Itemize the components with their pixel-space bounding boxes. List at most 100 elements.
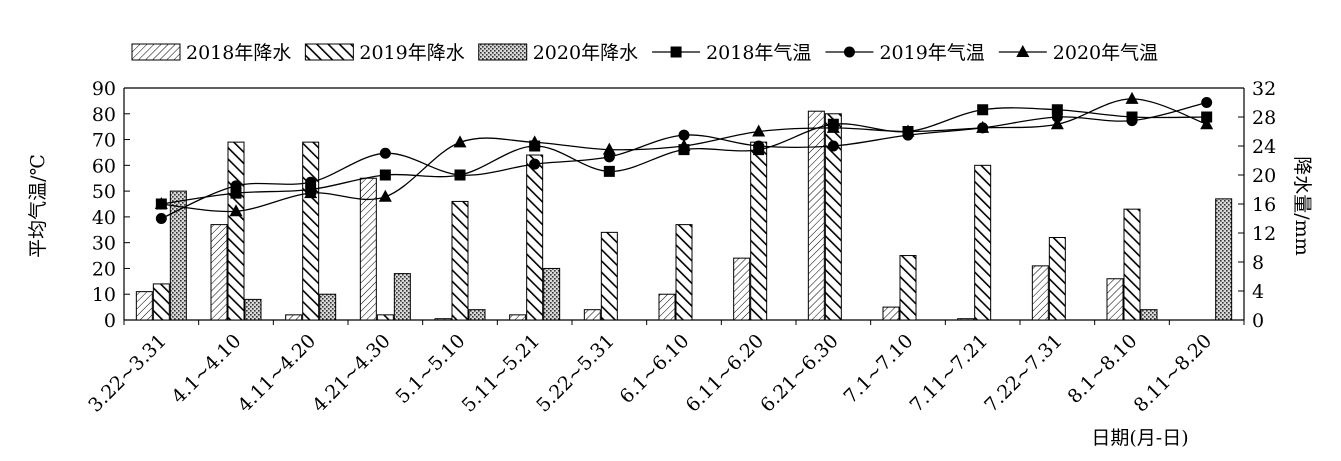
point-2020年气温-4.11~4.20 (304, 186, 318, 199)
x-axis-label: 日期(月-日) (1091, 427, 1188, 449)
point-2019年气温-4.11~4.20 (305, 176, 317, 188)
y-right-tick-label: 28 (1252, 107, 1276, 129)
point-2018年气温-7.11~7.21 (977, 104, 989, 116)
point-2020年气温-4.21~4.30 (378, 189, 392, 202)
bar-2020年降水-5.1~5.10 (468, 309, 486, 321)
point-2019年气温-6.11~6.20 (753, 140, 765, 152)
point-2018年气温-7.22~7.31 (1051, 104, 1063, 116)
bar-2019年降水-6.21~6.30 (824, 113, 842, 321)
point-2019年气温-3.22~3.31 (155, 213, 167, 224)
point-2020年气温-5.11~5.21 (528, 135, 542, 148)
bar-2018年降水-7.22~7.31 (1031, 265, 1049, 321)
y-left-tick-label: 40 (92, 207, 116, 229)
y-right-tick-label: 16 (1252, 194, 1276, 216)
point-2020年气温-3.22~3.31 (154, 197, 168, 209)
x-tick-label: 5.1~5.10 (391, 330, 469, 408)
bar-2019年降水-4.11~4.20 (302, 141, 320, 321)
point-2020年气温-7.1~7.10 (901, 124, 915, 137)
y-right-tick-label: 4 (1252, 281, 1264, 303)
bar-2018年降水-5.22~5.31 (583, 309, 601, 321)
bar-2018年降水-3.22~3.31 (135, 291, 153, 321)
bar-2018年降水-6.1~6.10 (658, 293, 676, 321)
legend-marker-2019年气温 (843, 46, 855, 58)
bar-2019年降水-7.22~7.31 (1048, 237, 1066, 321)
y-right-tick-label: 8 (1252, 252, 1264, 274)
bar-2018年降水-8.1~8.10 (1106, 278, 1124, 321)
legend-swatch-2020年降水 (478, 43, 528, 61)
bar-2020年降水-8.1~8.10 (1140, 309, 1158, 321)
x-tick-label: 3.22~3.31 (84, 330, 171, 417)
point-2019年气温-6.1~6.10 (678, 129, 690, 141)
bar-2019年降水-8.1~8.10 (1123, 208, 1141, 321)
point-2020年气温-7.22~7.31 (1050, 117, 1064, 130)
y-axis-left-label: 平均气温/℃ (27, 154, 49, 258)
y-right-tick-label: 20 (1252, 165, 1276, 187)
bar-2018年降水-6.11~6.20 (733, 257, 751, 321)
legend-label: 2018年降水 (186, 42, 291, 64)
y-axis-right-label: 降水量/mm (1291, 156, 1313, 255)
point-2020年气温-6.21~6.30 (826, 120, 840, 133)
point-2020年气温-8.1~8.10 (1125, 91, 1139, 104)
bar-2019年降水-6.11~6.20 (750, 141, 768, 321)
bar-2019年降水-7.11~7.21 (974, 164, 992, 321)
bar-2020年降水-4.21~4.30 (393, 273, 411, 321)
point-2020年气温-7.11~7.21 (976, 120, 990, 133)
x-tick-label: 4.1~4.10 (167, 330, 245, 408)
y-left-tick-label: 0 (104, 310, 116, 332)
bar-2020年降水-3.22~3.31 (169, 190, 187, 321)
legend-label: 2019年降水 (359, 42, 464, 64)
x-tick-label: 6.21~6.30 (756, 330, 843, 417)
bar-2020年降水-4.11~4.20 (319, 293, 337, 321)
point-2018年气温-5.22~5.31 (603, 165, 615, 177)
legend-marker-2020年气温 (1016, 45, 1030, 57)
x-tick-label: 7.1~7.10 (839, 330, 917, 408)
y-right-tick-label: 0 (1252, 310, 1264, 332)
point-2020年气温-5.22~5.31 (602, 142, 616, 155)
temperature-lines (154, 91, 1214, 224)
bar-2018年降水-7.1~7.10 (882, 306, 900, 321)
bar-2019年降水-3.22~3.31 (152, 283, 170, 321)
point-2019年气温-4.1~4.10 (230, 180, 242, 192)
bar-2019年降水-6.1~6.10 (675, 224, 693, 321)
legend-label: 2018年气温 (706, 42, 811, 64)
point-2019年气温-4.21~4.30 (379, 147, 391, 159)
point-2018年气温-4.21~4.30 (379, 169, 391, 181)
bar-2019年降水-4.21~4.30 (376, 314, 394, 321)
y-right-tick-label: 32 (1252, 78, 1276, 100)
bar-2019年降水-5.1~5.10 (451, 200, 469, 321)
y-left-tick-label: 50 (92, 181, 116, 203)
point-2018年气温-4.1~4.10 (230, 187, 242, 199)
bar-2019年降水-5.22~5.31 (600, 231, 618, 321)
bar-2019年降水-4.1~4.10 (227, 141, 245, 321)
legend-marker-2018年气温 (670, 46, 682, 58)
x-tick-label: 8.1~8.10 (1063, 330, 1141, 408)
x-tick-labels: 3.22~3.314.1~4.104.11~4.204.21~4.305.1~5… (84, 330, 1216, 417)
y-left-tick-label: 60 (92, 155, 116, 177)
legend-label: 2020年气温 (1053, 42, 1158, 64)
bar-2018年降水-6.21~6.30 (807, 110, 825, 321)
legend-label: 2020年降水 (533, 42, 638, 64)
legend-swatch-2019年降水 (304, 43, 354, 61)
bar-2018年降水-5.1~5.10 (434, 318, 452, 321)
point-2020年气温-8.11~8.20 (1200, 117, 1214, 130)
point-2019年气温-8.11~8.20 (1201, 97, 1213, 108)
x-tick-label: 5.11~5.21 (458, 330, 545, 417)
bar-2019年降水-5.11~5.21 (526, 154, 544, 321)
x-tick-label: 4.21~4.30 (308, 330, 395, 417)
x-tick-label: 8.11~8.20 (1130, 330, 1217, 417)
bar-2018年降水-4.1~4.10 (210, 224, 228, 321)
x-tick-label: 6.11~6.20 (682, 330, 769, 417)
y-left-tick-label: 70 (92, 130, 116, 152)
y-left-tick-label: 20 (92, 258, 116, 280)
point-2020年气温-4.1~4.10 (229, 204, 243, 217)
point-2019年气温-7.22~7.31 (1051, 111, 1063, 123)
legend-label: 2019年气温 (879, 42, 984, 64)
x-tick-label: 4.11~4.20 (234, 330, 321, 417)
point-2019年气温-5.1~5.10 (454, 169, 466, 181)
bar-2020年降水-8.11~8.20 (1215, 198, 1233, 321)
bar-2018年降水-7.11~7.21 (957, 318, 975, 321)
x-tick-label: 7.22~7.31 (980, 330, 1067, 417)
y-left-tick-label: 80 (92, 104, 116, 126)
bar-2020年降水-4.1~4.10 (244, 298, 262, 321)
